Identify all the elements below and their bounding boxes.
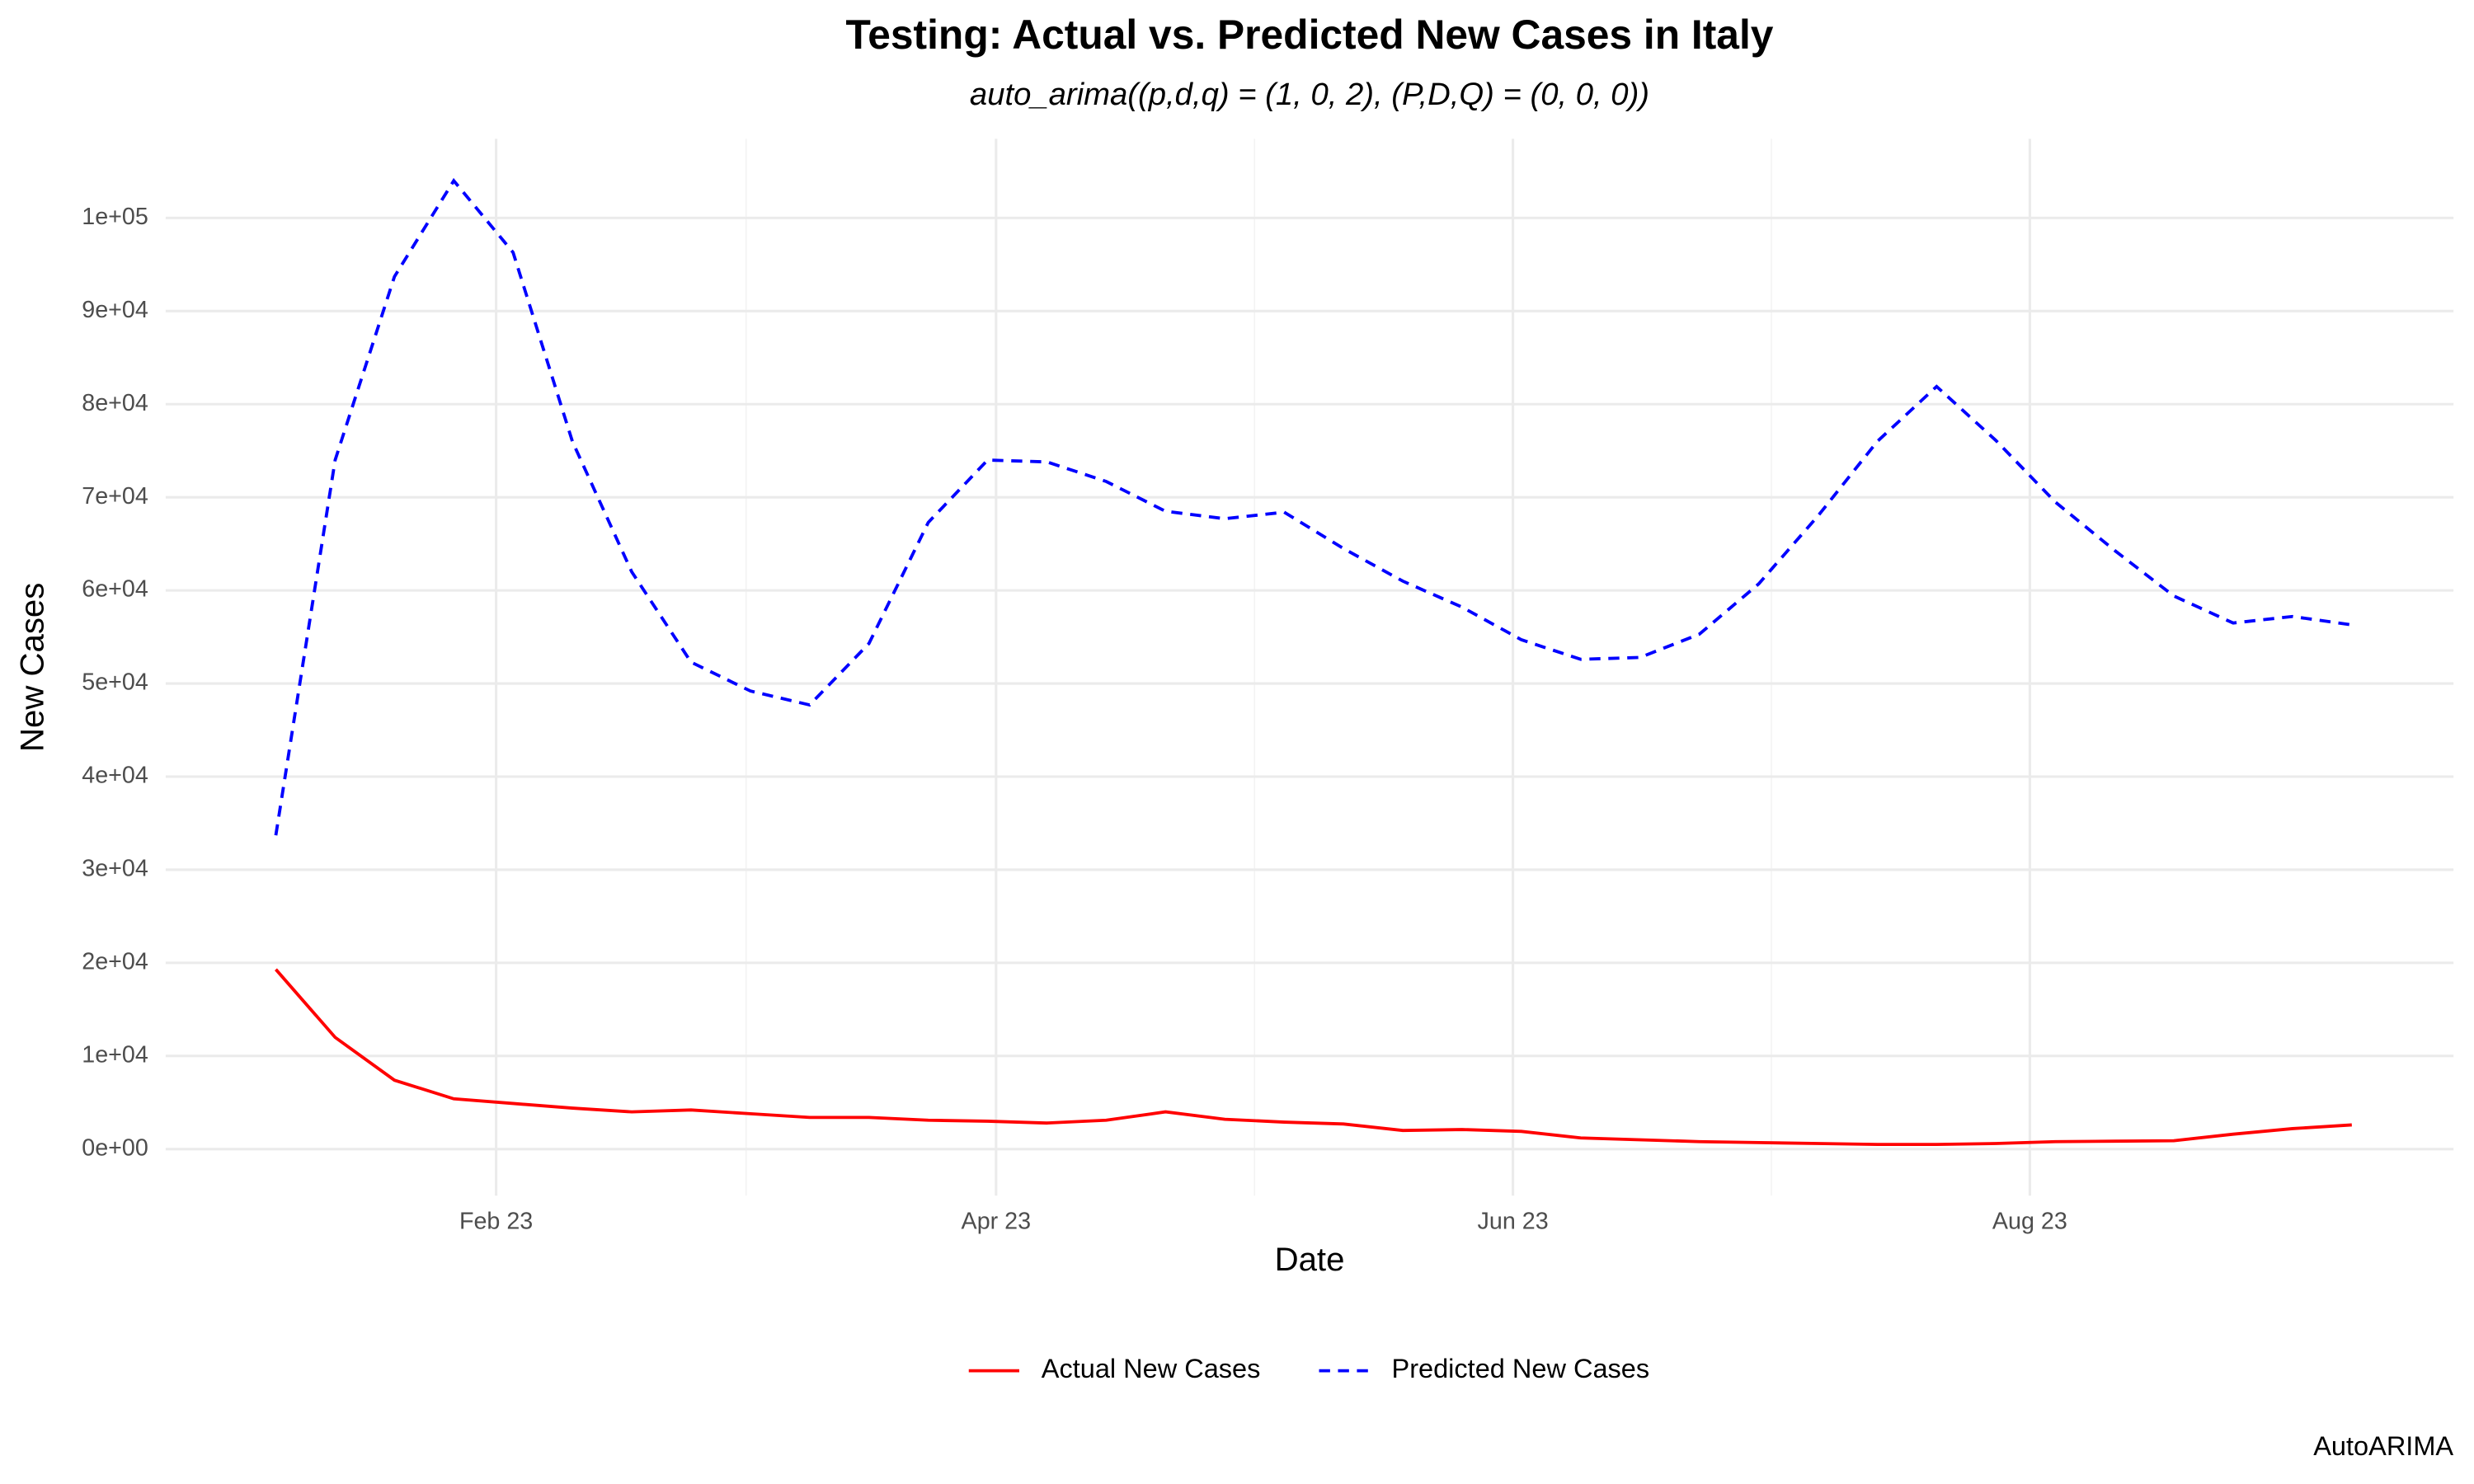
x-tick-label: Apr 23	[962, 1208, 1032, 1234]
y-tick-label: 1e+04	[82, 1041, 148, 1068]
x-axis-label: Date	[1275, 1241, 1345, 1278]
legend-label: Actual New Cases	[1042, 1354, 1261, 1383]
y-tick-label: 1e+05	[82, 204, 148, 230]
chart-title: Testing: Actual vs. Predicted New Cases …	[846, 12, 1774, 58]
chart-subtitle: auto_arima((p,d,q) = (1, 0, 2), (P,D,Q) …	[970, 77, 1649, 112]
x-tick-label: Jun 23	[1478, 1208, 1549, 1234]
caption: AutoARIMA	[2313, 1431, 2453, 1461]
y-tick-label: 7e+04	[82, 483, 148, 510]
data-line	[275, 968, 2352, 1147]
x-tick-label: Aug 23	[1992, 1208, 2067, 1234]
data-line	[274, 177, 2353, 836]
y-tick-label: 6e+04	[82, 576, 148, 603]
y-tick-label: 3e+04	[82, 856, 148, 882]
x-tick-label: Feb 23	[459, 1208, 533, 1234]
y-tick-label: 0e+00	[82, 1134, 148, 1161]
y-tick-label: 4e+04	[82, 763, 148, 789]
y-axis-label: New Cases	[14, 583, 51, 752]
legend-label: Predicted New Cases	[1391, 1354, 1649, 1383]
y-tick-label: 9e+04	[82, 297, 148, 323]
y-tick-label: 5e+04	[82, 669, 148, 696]
y-tick-label: 2e+04	[82, 948, 148, 974]
y-tick-label: 8e+04	[82, 390, 148, 416]
